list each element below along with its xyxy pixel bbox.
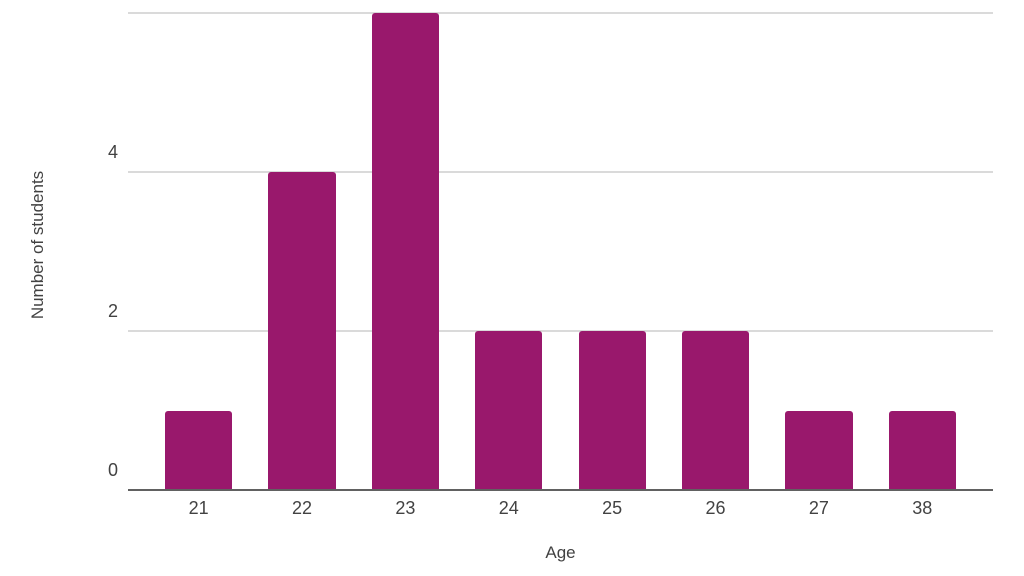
y-axis-tick-labels: 0 2 4 6 — [58, 0, 118, 490]
bar-25 — [578, 331, 646, 490]
gridline — [128, 330, 993, 333]
bar-slot — [147, 13, 250, 490]
x-axis-line — [128, 489, 993, 491]
x-tick-label: 25 — [602, 498, 623, 518]
y-axis-title: Number of students — [28, 170, 47, 320]
gridline — [128, 171, 993, 174]
x-tick-label: 38 — [912, 498, 933, 518]
bar-slot — [354, 13, 457, 490]
bar-slot — [561, 13, 664, 490]
bar-24 — [475, 331, 543, 490]
bar-slot — [250, 13, 353, 490]
gridline — [128, 12, 993, 14]
bar-38 — [888, 410, 956, 490]
bar-slot — [871, 13, 974, 490]
x-axis-tick-labels: 21 22 23 24 25 26 27 38 — [128, 498, 993, 519]
x-axis-title: Age — [545, 543, 576, 562]
bar-23 — [371, 13, 440, 490]
bar-slot — [457, 13, 560, 490]
x-tick-label: 23 — [395, 498, 416, 518]
y-tick-label: 0 — [107, 460, 118, 480]
x-tick-label: 22 — [292, 498, 313, 518]
x-tick-label: 21 — [188, 498, 209, 518]
y-tick-label: 4 — [107, 142, 118, 163]
x-tick-label: 27 — [808, 498, 829, 518]
bar-slot — [767, 13, 870, 490]
bar-26 — [681, 331, 750, 490]
bar-21 — [165, 410, 233, 490]
x-tick-label: 26 — [705, 498, 726, 518]
bar-22 — [268, 172, 336, 490]
bar-27 — [785, 410, 853, 490]
x-tick-label: 24 — [498, 498, 519, 518]
y-tick-label: 6 — [58, 0, 118, 3]
y-tick-label: 2 — [107, 301, 118, 322]
bar-slot — [664, 13, 767, 490]
bar-series — [128, 13, 993, 490]
plot-area — [128, 12, 993, 491]
